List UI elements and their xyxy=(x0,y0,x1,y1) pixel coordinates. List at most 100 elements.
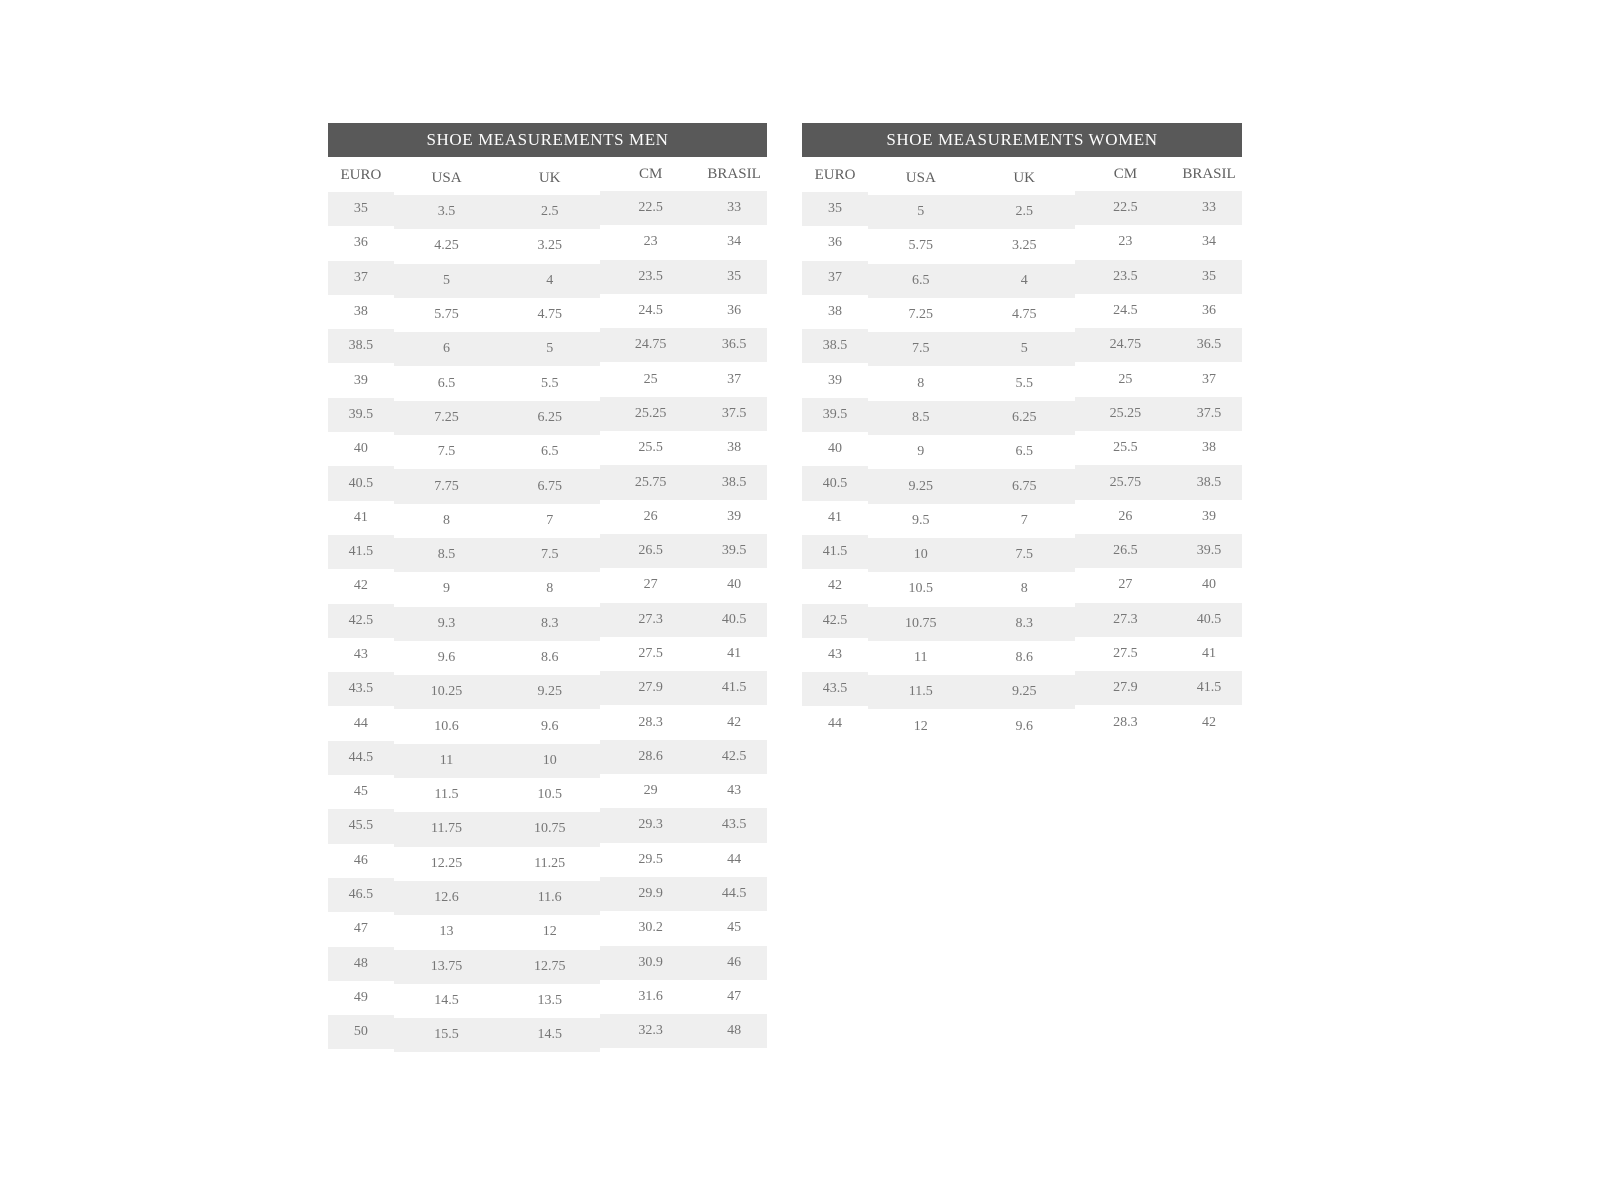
size-cell: 39 xyxy=(828,372,842,388)
size-cell: 8.3 xyxy=(540,615,559,631)
size-cell: 41 xyxy=(727,646,742,661)
size-cell: 11 xyxy=(439,752,454,768)
size-cell: 25.75 xyxy=(1109,474,1142,490)
column-header: EURO xyxy=(814,166,856,183)
size-cell: 27.9 xyxy=(1113,680,1138,696)
table-row: 42.5 10.75 8.3 27.3 40.5 xyxy=(802,602,1242,637)
size-cell: 10 xyxy=(542,752,557,768)
size-cell: 29 xyxy=(643,783,658,799)
size-cell: 4 xyxy=(1020,272,1028,288)
size-cell: 37 xyxy=(1201,371,1216,387)
size-cell: 11.5 xyxy=(434,787,459,803)
table-row: 36 4.25 3.25 23 34 xyxy=(328,225,767,260)
size-cell: 26.5 xyxy=(638,543,663,559)
table-row: 40.5 7.75 6.75 25.75 38.5 xyxy=(328,465,767,500)
size-cell: 11 xyxy=(914,650,928,665)
size-cell: 39 xyxy=(1201,508,1216,524)
table-row: 47 13 12 30.2 45 xyxy=(328,911,767,946)
size-cell: 5.75 xyxy=(908,238,934,254)
size-cell: 11.25 xyxy=(534,855,566,871)
table-row: 39 6.5 5.5 25 37 xyxy=(328,362,767,397)
size-cell: 25 xyxy=(643,371,658,387)
size-cell: 39.5 xyxy=(348,406,374,422)
table-row: 41.5 10 7.5 26.5 39.5 xyxy=(802,533,1242,569)
women-table-title: SHOE MEASUREMENTS WOMEN xyxy=(886,130,1158,149)
size-cell: 8 xyxy=(546,581,554,597)
size-cell: 32.3 xyxy=(638,1023,663,1039)
size-cell: 13.5 xyxy=(537,992,562,1008)
size-cell: 46 xyxy=(353,852,368,868)
table-row: 41.5 8.5 7.5 26.5 39.5 xyxy=(328,533,767,569)
size-cell: 9.5 xyxy=(912,512,930,528)
size-cell: 12 xyxy=(913,718,928,734)
table-row: 43 9.6 8.6 27.5 41 xyxy=(328,636,767,672)
table-row: 43.5 10.25 9.25 27.9 41.5 xyxy=(328,671,767,706)
size-cell: 22.5 xyxy=(1113,200,1138,216)
size-cell: 29.3 xyxy=(638,817,663,833)
size-cell: 6.5 xyxy=(1015,444,1033,460)
size-cell: 43 xyxy=(828,647,842,662)
size-cell: 23.5 xyxy=(638,268,663,284)
size-cell: 13 xyxy=(439,924,454,940)
size-cell: 38 xyxy=(1201,440,1216,456)
size-cell: 7.5 xyxy=(912,341,930,357)
size-cell: 12 xyxy=(542,924,557,940)
size-cell: 9 xyxy=(917,444,925,460)
size-cell: 33 xyxy=(1201,200,1216,216)
size-cell: 11.5 xyxy=(908,684,933,700)
size-cell: 4 xyxy=(546,272,554,288)
column-header: BRASIL xyxy=(1182,165,1236,182)
size-cell: 11.75 xyxy=(431,821,463,837)
size-cell: 37 xyxy=(727,371,742,387)
size-cell: 39 xyxy=(353,372,368,388)
size-cell: 3.25 xyxy=(537,238,562,254)
size-cell: 8.6 xyxy=(540,650,559,665)
size-cell: 14.5 xyxy=(434,992,459,1008)
size-cell: 46.5 xyxy=(348,887,374,903)
size-cell: 41.5 xyxy=(822,544,848,560)
size-cell: 34 xyxy=(1201,234,1216,250)
table-row: 44 10.6 9.6 28.3 42 xyxy=(328,705,767,740)
size-cell: 8 xyxy=(443,512,451,528)
table-row: 41 8 7 26 39 xyxy=(328,499,767,534)
size-cell: 9 xyxy=(443,581,451,597)
size-cell: 23.5 xyxy=(1113,268,1138,284)
size-cell: 42 xyxy=(727,714,742,730)
size-cell: 44.5 xyxy=(721,886,747,902)
size-cell: 37 xyxy=(353,269,368,285)
size-cell: 25.5 xyxy=(638,440,663,456)
size-cell: 42.5 xyxy=(822,612,848,628)
size-cell: 7.25 xyxy=(434,409,459,425)
table-row: 35 3.5 2.5 22.5 33 xyxy=(328,191,767,226)
size-cell: 10 xyxy=(913,547,928,563)
size-cell: 14.5 xyxy=(537,1027,562,1043)
column-header: UK xyxy=(1013,169,1036,186)
size-cell: 10.6 xyxy=(434,718,459,734)
size-cell: 7 xyxy=(1020,512,1028,528)
table-row: 39.5 7.25 6.25 25.25 37.5 xyxy=(328,396,767,432)
men-conversion-table: EURO USA UK CM BRASIL 35 3.5 2.5 22.5 33 36 4.25 3.… xyxy=(328,157,767,1049)
table-row: 38.5 7.5 5 24.75 36.5 xyxy=(802,328,1242,363)
size-cell: 38 xyxy=(353,304,368,320)
size-cell: 35 xyxy=(828,201,842,217)
size-cell: 9.6 xyxy=(1015,718,1033,734)
size-cell: 7.5 xyxy=(437,444,456,460)
table-row: 40 7.5 6.5 25.5 38 xyxy=(328,431,767,466)
column-header-row: EURO USA UK CM BRASIL xyxy=(328,157,767,191)
size-cell: 6 xyxy=(443,341,451,357)
size-cell: 25.25 xyxy=(634,405,667,421)
size-cell: 7.5 xyxy=(1015,547,1033,563)
size-cell: 38 xyxy=(727,440,742,456)
size-cell: 41.5 xyxy=(721,680,747,696)
size-cell: 12.6 xyxy=(434,890,459,906)
size-cell: 6.75 xyxy=(1011,478,1037,494)
size-cell: 5.5 xyxy=(1015,375,1033,391)
size-cell: 4.75 xyxy=(537,307,562,323)
women-table-title-bar: SHOE MEASUREMENTS WOMEN xyxy=(802,123,1242,157)
size-cell: 34 xyxy=(727,234,742,250)
column-header: UK xyxy=(538,169,561,186)
size-cell: 10.75 xyxy=(533,821,566,837)
size-cell: 5.75 xyxy=(434,307,459,323)
women-size-table: SHOE MEASUREMENTS WOMEN EURO USA UK CM BRASI… xyxy=(802,123,1242,740)
